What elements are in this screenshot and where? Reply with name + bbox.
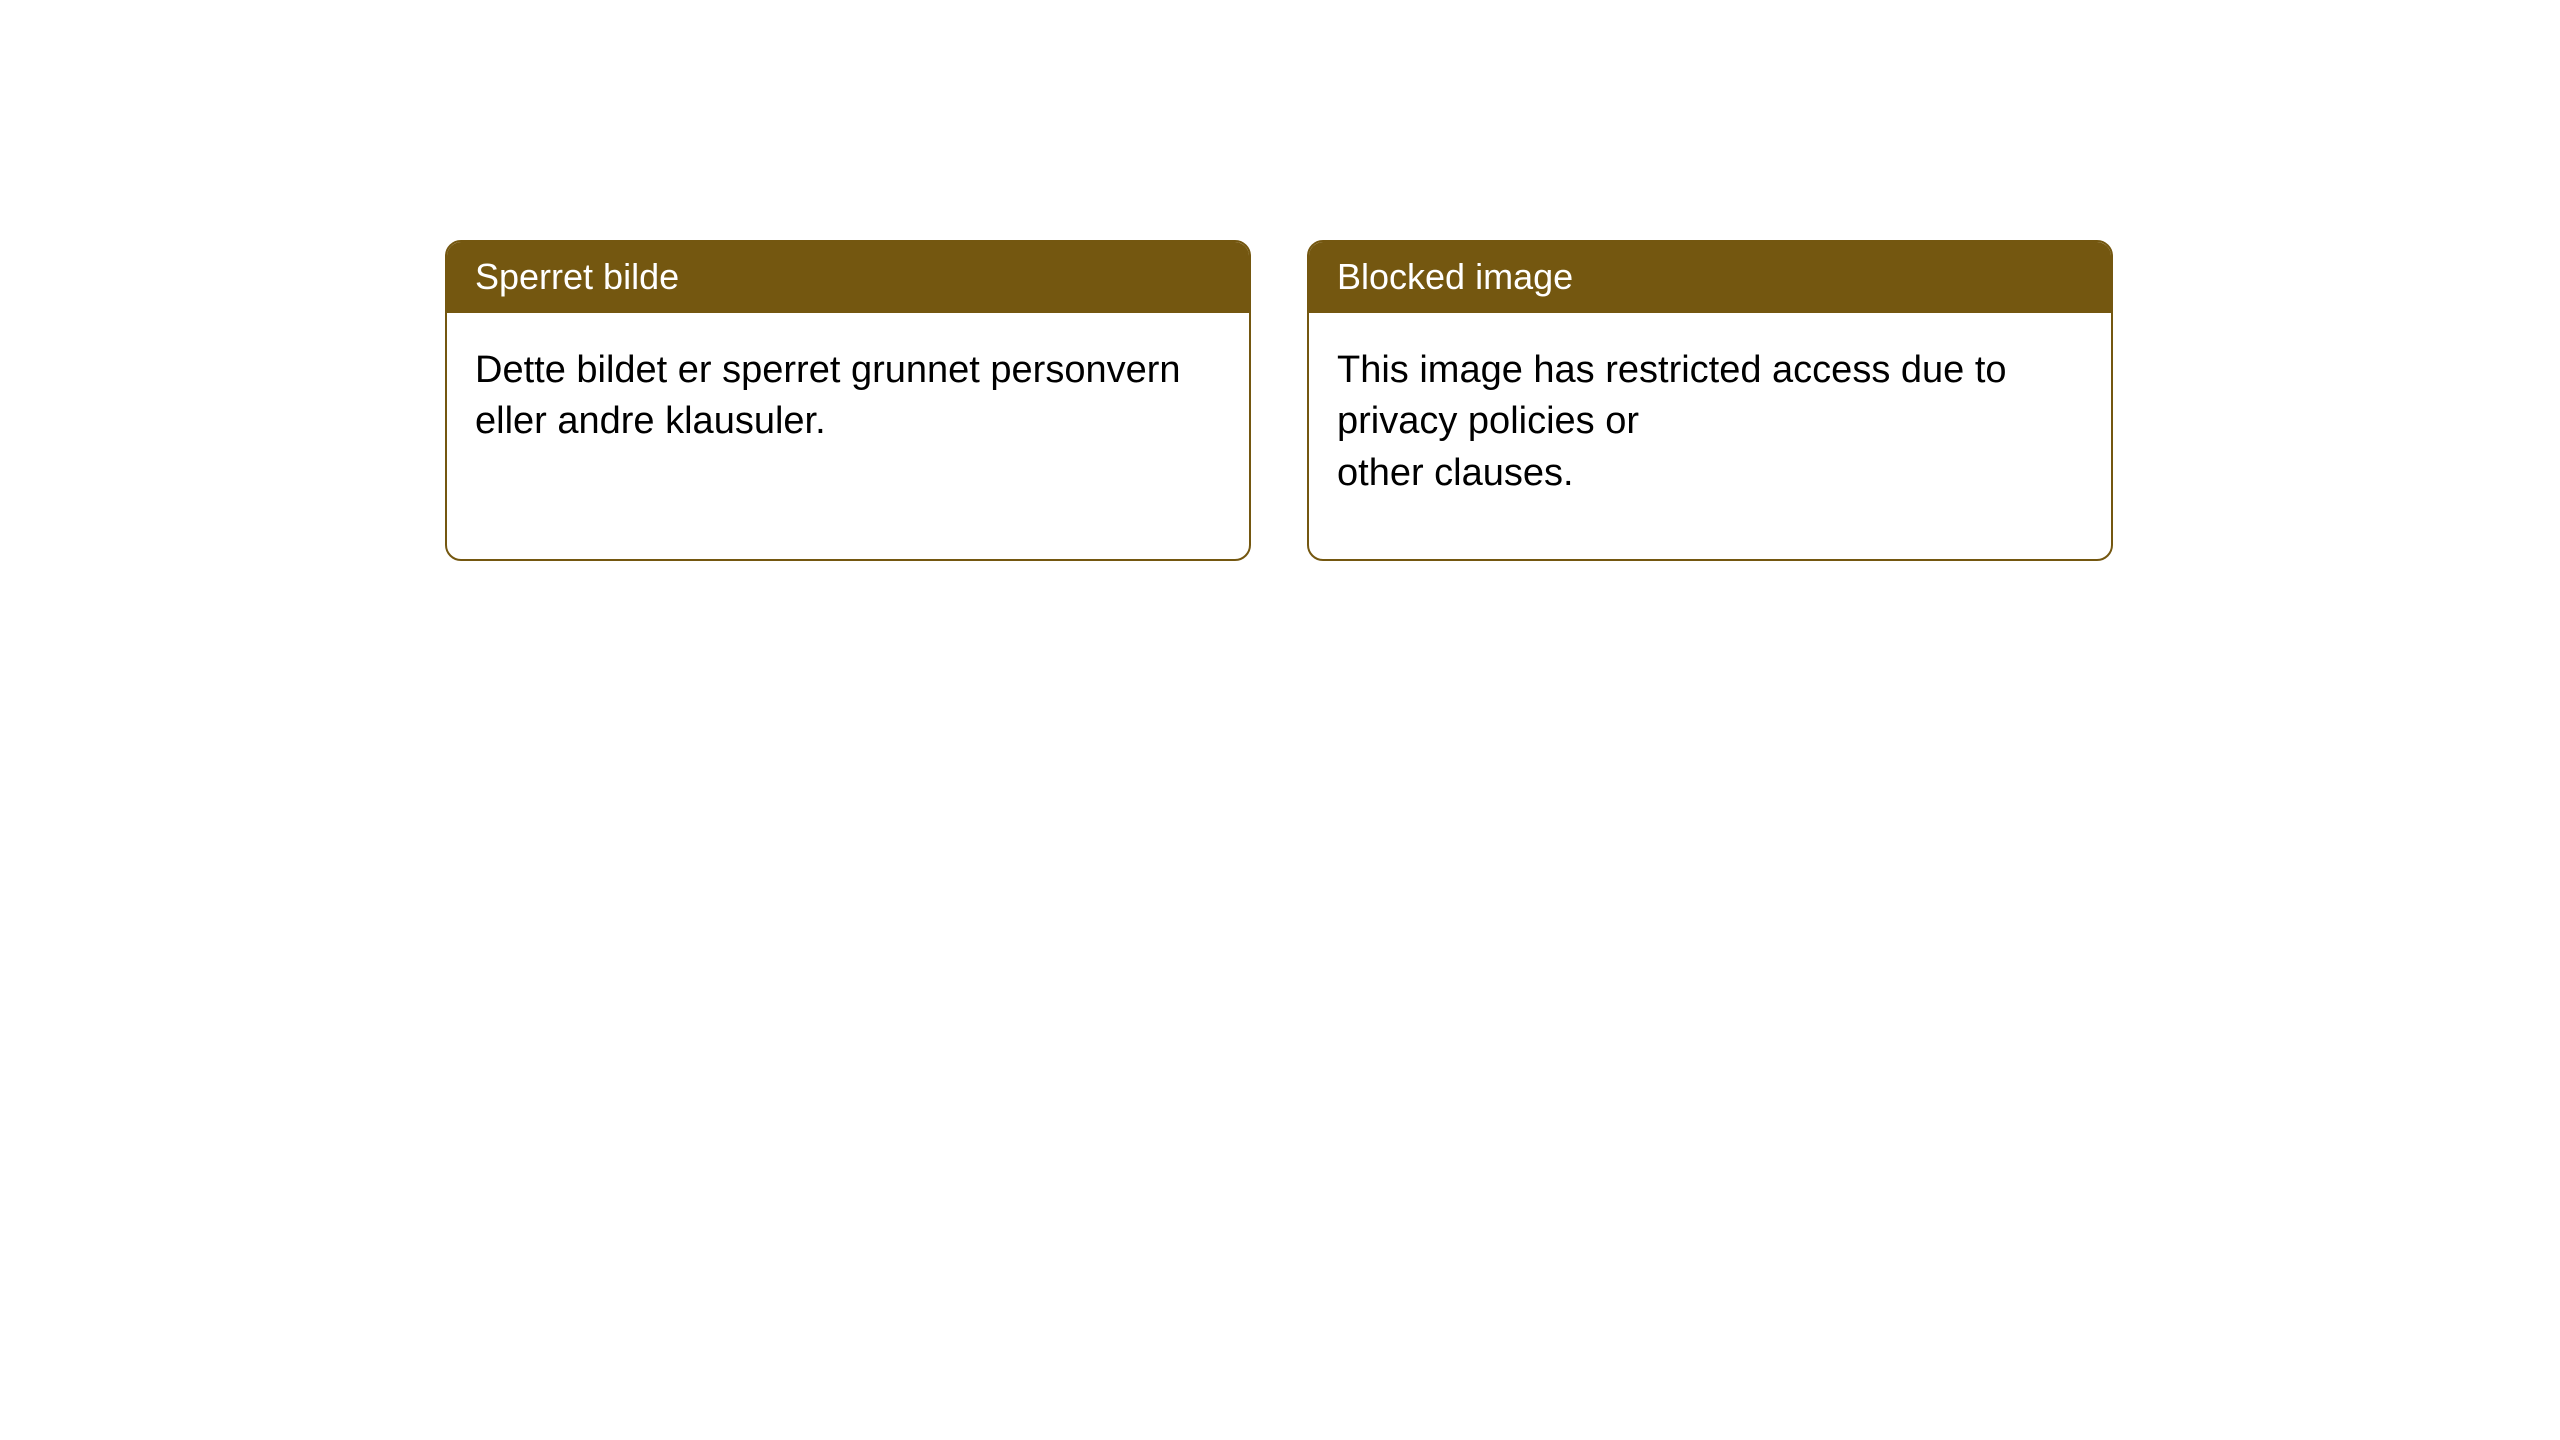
notice-box-norwegian: Sperret bilde Dette bildet er sperret gr…: [445, 240, 1251, 561]
notice-container: Sperret bilde Dette bildet er sperret gr…: [445, 240, 2113, 561]
notice-header: Sperret bilde: [447, 242, 1249, 313]
notice-box-english: Blocked image This image has restricted …: [1307, 240, 2113, 561]
notice-body: This image has restricted access due to …: [1309, 313, 2111, 559]
notice-body: Dette bildet er sperret grunnet personve…: [447, 313, 1249, 559]
notice-header: Blocked image: [1309, 242, 2111, 313]
